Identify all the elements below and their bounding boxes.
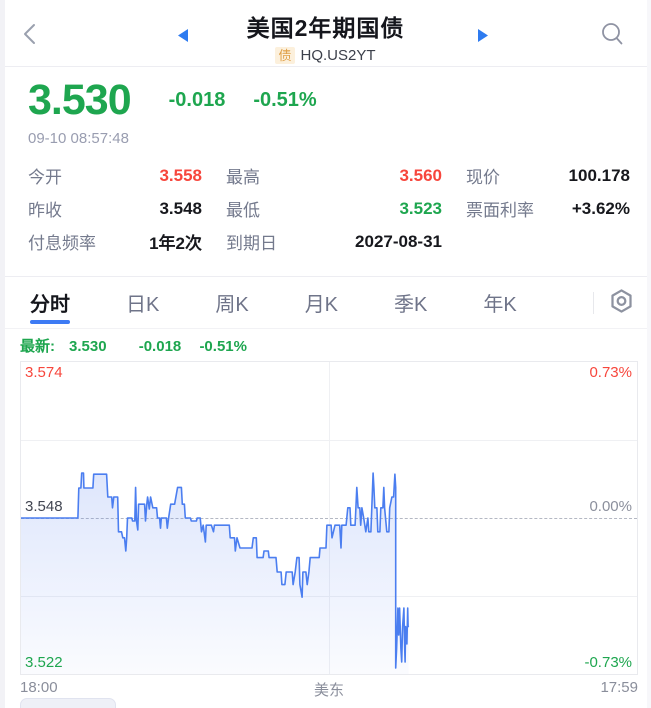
quote-timestamp: 09-10 08:57:48 (28, 130, 129, 147)
latest-change: -0.018 (138, 338, 182, 355)
search-button[interactable] (599, 20, 625, 50)
stats-grid: 今开 3.558 最高 3.560 现价 100.178 昨收 3.548 最低… (0, 159, 651, 276)
instrument-symbol: HQ.US2YT (300, 47, 376, 64)
axis-label-prevclose-price: 3.548 (25, 498, 63, 515)
axis-label-low-price: 3.522 (25, 654, 63, 671)
latest-change-pct: -0.51% (199, 338, 247, 355)
stat-current-price: 现价 100.178 (466, 165, 630, 188)
header: 美国2年期国债 债 HQ.US2YT (0, 0, 651, 67)
tab-minute[interactable]: 分时 (30, 277, 70, 328)
stat-empty (466, 225, 630, 258)
tab-yearly-k[interactable]: 年K (483, 294, 517, 316)
page-title: 美国2年期国债 (246, 15, 405, 41)
instrument-subtitle: 债 HQ.US2YT (0, 47, 651, 64)
stat-coupon-rate: 票面利率 +3.62% (466, 198, 630, 221)
next-instrument-button[interactable] (477, 28, 490, 43)
chevron-left-icon (20, 24, 42, 49)
price-change-pct: -0.51% (253, 88, 317, 111)
tab-weekly-k[interactable]: 周K (215, 294, 249, 316)
latest-price: 最新: 3.530 (20, 338, 107, 355)
stat-payment-frequency: 付息频率 1年2次 (28, 234, 202, 253)
left-edge-strip (0, 0, 5, 708)
search-icon (599, 23, 625, 50)
right-edge-strip (647, 0, 651, 708)
bond-type-badge: 债 (275, 47, 295, 64)
tabs-divider (593, 291, 594, 314)
stat-open: 今开 3.558 (28, 165, 202, 188)
settings-hexagon-icon (608, 289, 635, 318)
intraday-line (21, 472, 410, 674)
time-axis-end: 17:59 (600, 679, 638, 696)
instrument-title-block: 美国2年期国债 债 HQ.US2YT (0, 9, 651, 64)
chart-settings-button[interactable] (608, 287, 635, 318)
tab-monthly-k[interactable]: 月K (304, 294, 339, 316)
price-change: -0.018 (168, 88, 226, 111)
stat-prev-close: 昨收 3.548 (28, 198, 202, 221)
tab-daily-k[interactable]: 日K (126, 294, 160, 316)
axis-label-high-pct: 0.73% (589, 364, 632, 381)
stat-low: 最低 3.523 (226, 198, 442, 221)
time-axis-start: 18:00 (20, 679, 58, 696)
back-button[interactable] (20, 22, 42, 49)
time-axis-timezone: 美东 (313, 682, 344, 699)
last-price: 3.530 (28, 76, 132, 124)
time-axis: 18:00 美东 17:59 (20, 675, 638, 700)
axis-label-high-price: 3.574 (25, 364, 63, 381)
prev-close-dashline (21, 518, 637, 519)
quote-section: 3.530 -0.018 -0.51% 09-10 08:57:48 (0, 67, 651, 151)
latest-quote-bar: 最新: 3.530 -0.018 -0.51% (0, 329, 651, 361)
stat-maturity-date: 到期日 2027-08-31 (226, 231, 442, 254)
intraday-chart[interactable]: 3.574 0.73% 3.548 0.00% 3.522 -0.73% (20, 361, 638, 675)
cutoff-bottom-button[interactable] (20, 698, 116, 708)
chart-period-tabs: 分时 日K 周K 月K 季K 年K (0, 276, 651, 329)
prev-instrument-button[interactable] (176, 28, 189, 43)
stat-high: 最高 3.560 (226, 165, 442, 188)
axis-label-prevclose-pct: 0.00% (589, 498, 632, 515)
tab-quarterly-k[interactable]: 季K (394, 294, 428, 316)
axis-label-low-pct: -0.73% (584, 654, 632, 671)
